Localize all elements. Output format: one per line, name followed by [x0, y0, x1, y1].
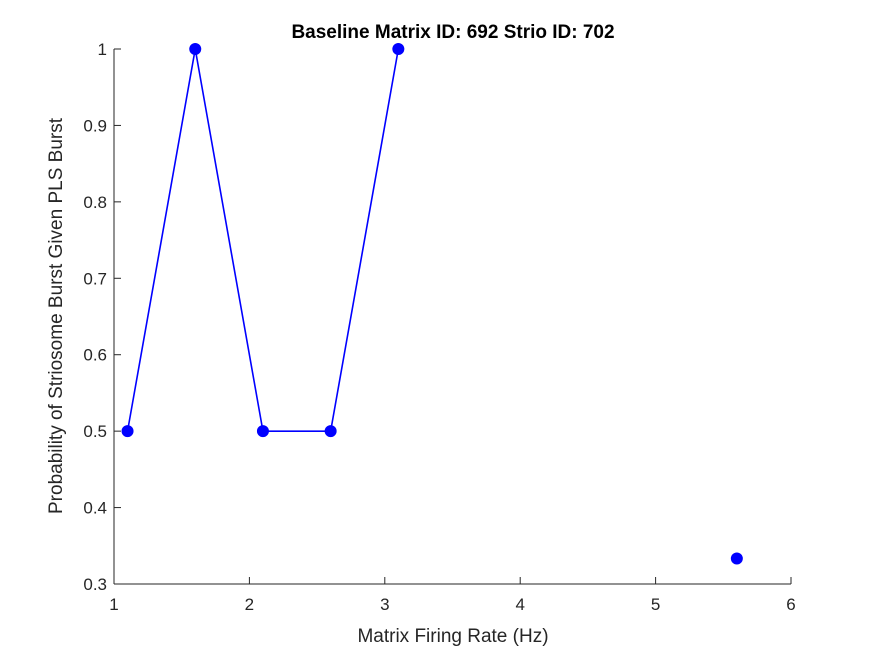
x-tick-label: 1	[109, 595, 118, 614]
data-point	[392, 43, 405, 55]
chart-title: Baseline Matrix ID: 692 Strio ID: 702	[291, 22, 614, 43]
y-axis-label: Probability of Striosome Burst Given PLS…	[46, 117, 67, 514]
y-tick-label: 0.5	[83, 422, 107, 441]
x-tick-label: 6	[786, 595, 795, 614]
data-point	[189, 43, 202, 55]
data-point	[730, 552, 743, 565]
y-tick-label: 0.3	[83, 575, 107, 594]
x-axis-label: Matrix Firing Rate (Hz)	[357, 626, 548, 647]
x-tick-label: 5	[651, 595, 660, 614]
x-tick-label: 3	[380, 595, 389, 614]
y-tick-label: 0.9	[83, 116, 107, 135]
y-tick-label: 0.7	[83, 269, 107, 288]
data-point	[121, 425, 134, 438]
y-tick-label: 0.6	[83, 346, 107, 365]
y-axis-ticks: 0.3 0.4 0.5 0.6 0.7 0.8 0.9 1	[83, 40, 121, 594]
data-point	[324, 425, 337, 438]
plot-area	[113, 43, 791, 585]
series-line	[126, 48, 400, 432]
x-tick-label: 4	[515, 595, 524, 614]
data-point	[256, 425, 269, 438]
y-tick-label: 0.8	[83, 193, 107, 212]
x-axis-ticks: 1 2 3 4 5 6	[109, 577, 796, 614]
y-tick-label: 0.4	[83, 499, 107, 518]
x-tick-label: 2	[245, 595, 254, 614]
y-tick-label: 1	[98, 40, 107, 59]
